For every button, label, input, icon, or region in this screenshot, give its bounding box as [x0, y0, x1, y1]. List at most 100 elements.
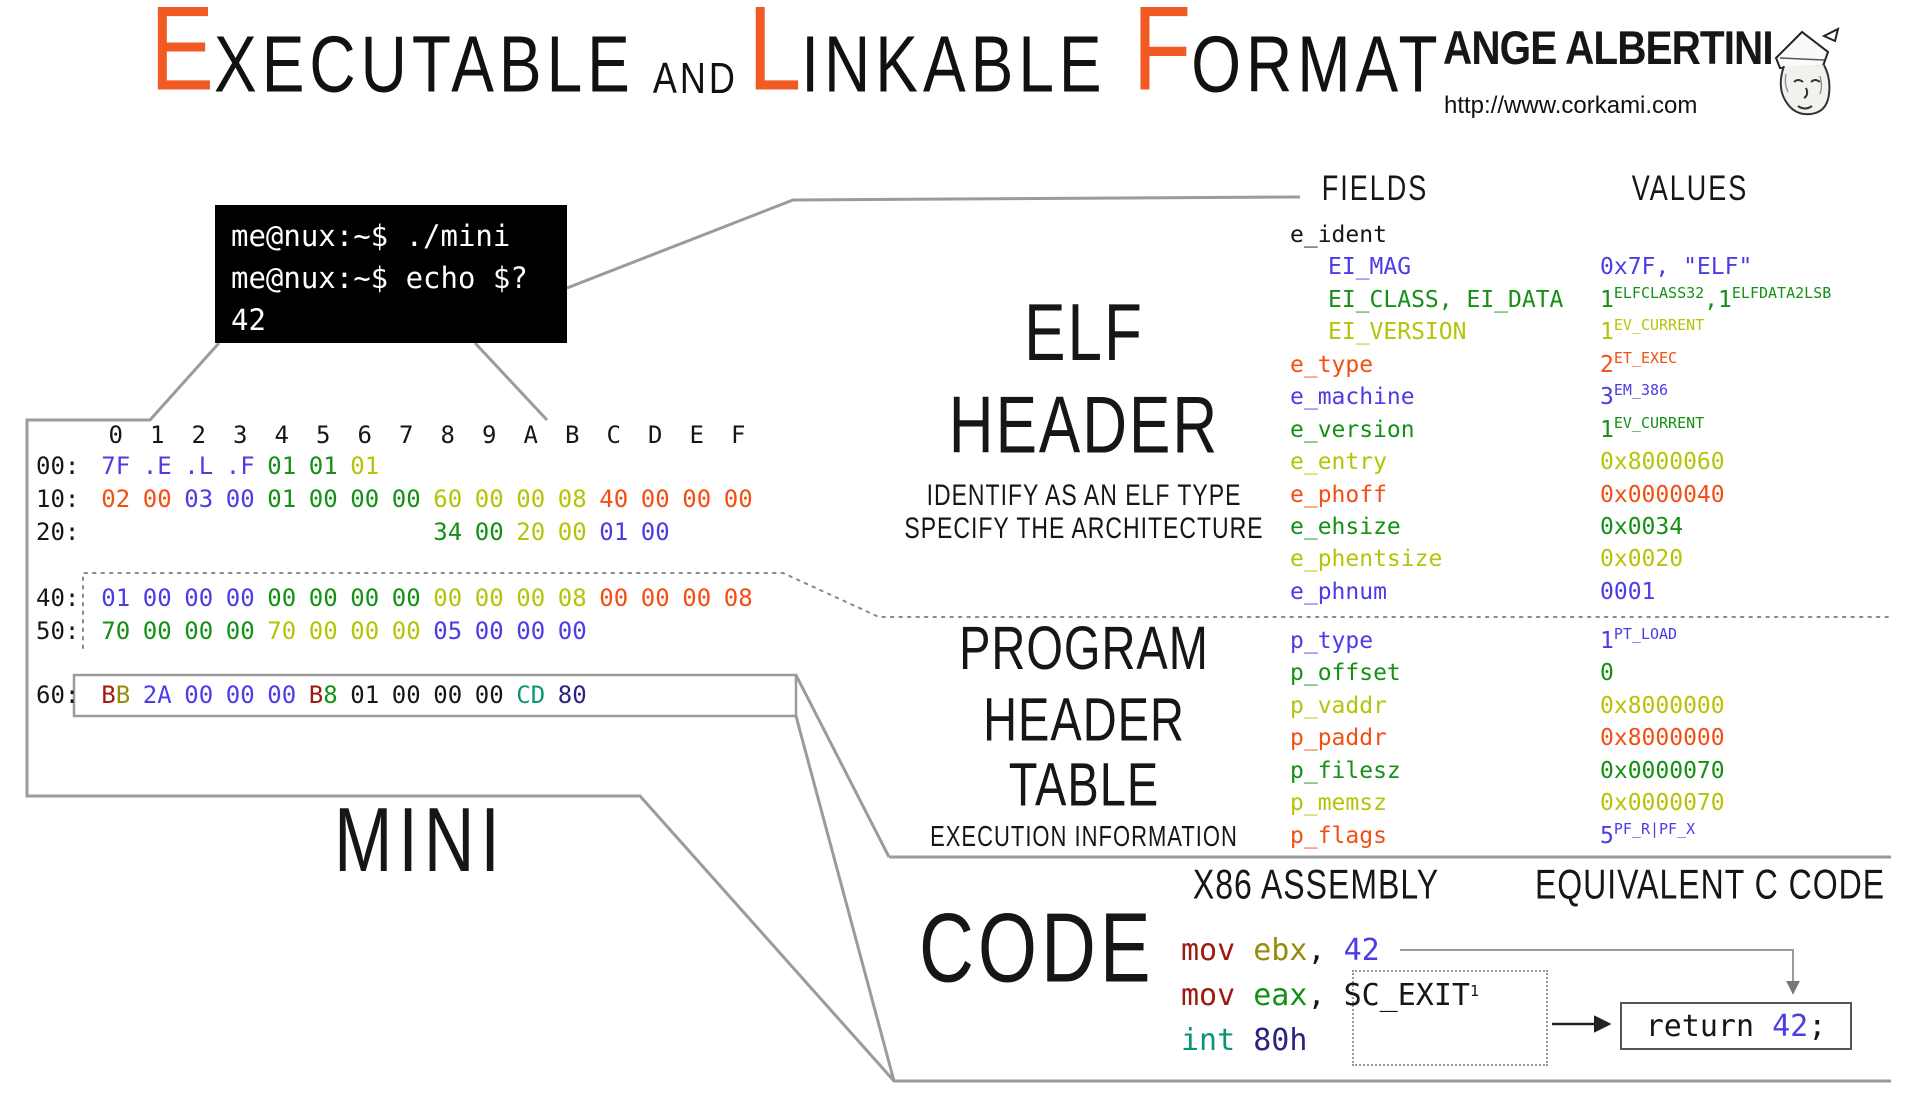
- hex-byte: 00: [142, 584, 172, 612]
- field-name: e_entry: [1290, 449, 1387, 476]
- value-text: int: [1181, 1023, 1254, 1058]
- hex-byte: 00: [225, 584, 255, 612]
- hex-byte: 00: [557, 617, 587, 645]
- field-row: EI_VERSION 1EV_CURRENT: [1290, 316, 1919, 348]
- hex-byte: 01: [267, 452, 297, 480]
- value-superscript: ET_EXEC: [1613, 348, 1678, 367]
- hex-byte: 00: [267, 681, 297, 709]
- field-name: e_version: [1290, 416, 1415, 443]
- field-value: 0x0034: [1600, 511, 1683, 543]
- field-row: e_entry 0x8000060: [1290, 446, 1919, 478]
- hex-byte: 00: [391, 485, 421, 513]
- value-text: 1: [1600, 416, 1614, 443]
- value-text: 0x8000000: [1600, 692, 1725, 719]
- field-value: 1PT_LOAD: [1600, 625, 1677, 659]
- value-text: ,: [1307, 933, 1344, 968]
- hex-byte: 00: [391, 584, 421, 612]
- hex-byte: 60: [433, 485, 463, 513]
- field-name: p_offset: [1290, 660, 1401, 687]
- field-row: e_ident: [1290, 219, 1919, 251]
- hex-column-header: F: [731, 421, 746, 449]
- value-text: mov: [1181, 933, 1254, 968]
- value-text: ;: [1808, 1009, 1827, 1044]
- value-superscript: PF_R|PF_X: [1613, 819, 1696, 838]
- title-initial-l: L: [747, 0, 802, 116]
- field-row: p_memsz 0x0000070: [1290, 787, 1919, 819]
- field-name: EI_MAG: [1328, 254, 1412, 281]
- hex-byte: 00: [225, 485, 255, 513]
- terminal-line: 42: [231, 303, 266, 337]
- program-header-fields-table: p_type 1PT_LOAD p_offset 0 p_vaddr 0x8000000 p…: [1290, 625, 1919, 852]
- hex-byte: 00: [474, 617, 504, 645]
- hex-byte: 00: [682, 584, 712, 612]
- field-row: EI_CLASS, EI_DATA 1ELFCLASS32,1ELFDATA2LS…: [1290, 284, 1919, 316]
- hex-byte: 00: [391, 617, 421, 645]
- terminal-window: me@nux:~$ ./mini me@nux:~$ echo $? 42: [215, 205, 567, 343]
- hex-byte: 00: [308, 584, 338, 612]
- hex-column-header: 0: [108, 421, 123, 449]
- hex-row-label: 40:: [36, 584, 80, 612]
- hex-byte: 00: [557, 518, 587, 546]
- hex-byte: 7F: [101, 452, 131, 480]
- value-text: 0x0000070: [1600, 790, 1725, 817]
- hex-byte: 00: [474, 485, 504, 513]
- hex-byte: 03: [184, 485, 214, 513]
- asm-header-text: X86 ASSEMBLY: [1192, 860, 1440, 908]
- hex-column-header: 1: [150, 421, 165, 449]
- hex-byte: 00: [225, 617, 255, 645]
- hex-column-header: A: [523, 421, 538, 449]
- hex-byte: BB: [101, 681, 131, 709]
- hex-byte: 08: [723, 584, 753, 612]
- hex-column-header: 3: [233, 421, 248, 449]
- hex-byte: .L: [184, 452, 214, 480]
- hex-column-header: D: [648, 421, 663, 449]
- hex-byte: 00: [184, 681, 214, 709]
- hex-byte: 40: [599, 485, 629, 513]
- hex-byte: CD: [516, 681, 546, 709]
- field-name: e_ehsize: [1290, 513, 1401, 540]
- field-name: EI_VERSION: [1328, 319, 1467, 346]
- hex-row-label: 10:: [36, 485, 80, 513]
- hex-byte: 08: [557, 485, 587, 513]
- value-text: 1: [1600, 319, 1614, 346]
- field-row: e_ehsize 0x0034: [1290, 511, 1919, 543]
- value-text: 80h: [1253, 1023, 1308, 1058]
- value-text: ,: [1307, 978, 1344, 1013]
- hex-byte: 00: [474, 681, 504, 709]
- value-text: 1: [1718, 286, 1732, 313]
- hex-row-label: 50:: [36, 617, 80, 645]
- field-value: 1ELFCLASS32,1ELFDATA2LSB: [1600, 284, 1831, 318]
- corkami-url[interactable]: http://www.corkami.com: [1444, 92, 1698, 119]
- value-text: 0x0034: [1600, 513, 1684, 540]
- hex-byte: 01: [267, 485, 297, 513]
- field-value: 1EV_CURRENT: [1600, 316, 1704, 350]
- author-name: ANGE ALBERTINI: [1443, 21, 1774, 75]
- hex-byte: 08: [557, 584, 587, 612]
- field-name: p_filesz: [1290, 757, 1401, 784]
- hex-row-label: 60:: [36, 681, 80, 709]
- value-superscript: ELFDATA2LSB: [1731, 283, 1832, 302]
- elf-header-section: ELF HEADER IDENTIFY AS AN ELF TYPE SPECI…: [884, 289, 1284, 546]
- title-word-linkable: INKABLE: [801, 18, 1107, 109]
- author-face-icon: [1774, 27, 1840, 116]
- hex-byte: 00: [225, 681, 255, 709]
- value-text: 0x8000000: [1600, 725, 1725, 752]
- value-text: return: [1645, 1009, 1773, 1044]
- value-text: 42: [1343, 933, 1380, 968]
- hex-byte: 80: [557, 681, 587, 709]
- code-title-text: CODE: [919, 893, 1155, 1004]
- hex-byte: 00: [391, 681, 421, 709]
- field-row: p_filesz 0x0000070: [1290, 755, 1919, 787]
- field-value: 0x0000040: [1600, 479, 1725, 511]
- value-text: 0x0020: [1600, 546, 1684, 573]
- elf-header-fields-table: e_ident EI_MAG 0x7F, "ELF" EI_CLASS, EI_DAT…: [1290, 219, 1919, 608]
- value-text: SC_EXIT: [1343, 978, 1470, 1013]
- hex-byte: 00: [433, 681, 463, 709]
- hex-byte: 00: [308, 617, 338, 645]
- field-value: 0x8000000: [1600, 690, 1725, 722]
- hex-byte: .F: [225, 452, 255, 480]
- field-value: 1EV_CURRENT: [1600, 414, 1704, 448]
- field-row: EI_MAG 0x7F, "ELF": [1290, 251, 1919, 283]
- value-text: 1: [1600, 286, 1614, 313]
